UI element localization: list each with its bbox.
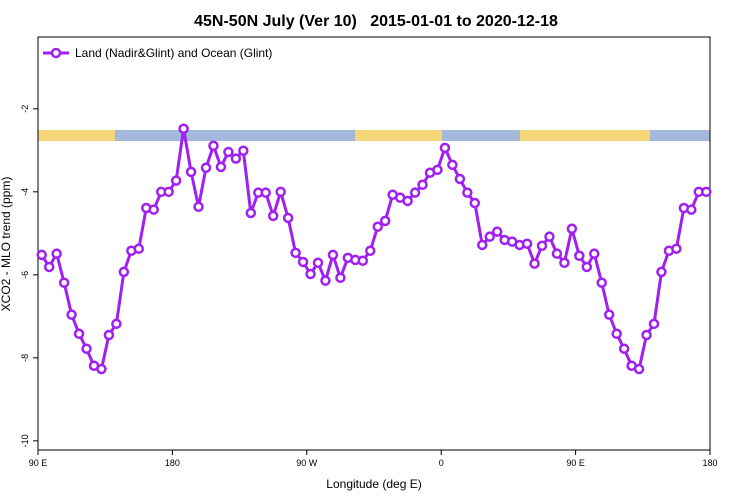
x-tick-label: 90 W (296, 458, 318, 468)
data-point (208, 140, 219, 151)
data-point (417, 179, 428, 191)
data-point (305, 268, 316, 280)
data-point (320, 275, 331, 286)
x-tick-label: 90 E (29, 458, 48, 468)
data-point (447, 159, 458, 171)
data-point (536, 240, 548, 252)
legend-label: Land (Nadir&Glint) and Ocean (Glint) (75, 46, 272, 60)
data-point (163, 186, 174, 198)
data-point (686, 204, 697, 215)
data-point (618, 343, 630, 354)
data-point (462, 187, 473, 198)
data-point (544, 231, 555, 242)
y-axis-label: XCO2 - MLO trend (ppm) (0, 177, 13, 312)
data-point (671, 243, 682, 254)
data-point (357, 255, 369, 266)
data-point (118, 266, 130, 278)
data-point (409, 187, 421, 198)
data-point (36, 249, 47, 261)
x-tick-label: 90 E (566, 458, 585, 468)
data-point (133, 243, 145, 254)
data-point (43, 261, 55, 273)
plot-frame (37, 36, 711, 451)
data-point (327, 249, 339, 261)
data-point (477, 239, 488, 251)
data-point (275, 186, 286, 198)
data-point (551, 248, 563, 259)
data-point (58, 277, 70, 288)
data-point (701, 186, 712, 198)
data-point (596, 277, 607, 288)
data-point (111, 318, 122, 330)
data-point (170, 175, 182, 186)
y-tick-label: -10 (20, 434, 30, 447)
data-point (529, 258, 540, 269)
y-tick-label: -8 (20, 354, 30, 362)
data-point (365, 245, 376, 257)
y-tick-label: -6 (20, 271, 30, 279)
data-point (566, 223, 578, 235)
data-point (521, 238, 533, 249)
x-tick-label: 180 (165, 458, 180, 468)
x-axis-label: Longitude (deg E) (326, 477, 421, 491)
data-point (633, 363, 645, 375)
data-point (603, 309, 615, 320)
data-point (260, 187, 271, 198)
data-point (379, 215, 391, 227)
data-point (238, 145, 249, 156)
data-point (245, 207, 257, 219)
y-tick-label: -2 (20, 105, 30, 113)
data-point (148, 204, 159, 215)
data-point (215, 161, 227, 173)
data-point (51, 248, 62, 259)
data-point (491, 226, 503, 237)
x-tick-label: 180 (702, 458, 717, 468)
data-point (193, 201, 204, 213)
data-point (81, 343, 92, 354)
data-point (372, 221, 383, 232)
data-point (267, 210, 279, 222)
data-point (559, 257, 570, 269)
data-point (66, 309, 77, 320)
data-point (439, 142, 451, 154)
data-point (96, 363, 107, 375)
data-point (641, 329, 652, 341)
data-point (230, 153, 242, 164)
chart-title: 45N-50N July (Ver 10) 2015-01-01 to 2020… (194, 13, 558, 30)
data-point (581, 261, 593, 273)
x-tick-label: 0 (439, 458, 444, 468)
data-point (282, 212, 294, 224)
data-point (312, 257, 324, 269)
data-point (611, 328, 622, 340)
land-ocean-strip (38, 130, 710, 141)
data-point (185, 166, 197, 178)
data-point (200, 162, 212, 173)
data-point (432, 164, 443, 176)
data-point (402, 195, 413, 207)
data-point (484, 231, 495, 242)
data-point (589, 248, 600, 259)
data-point (574, 250, 585, 261)
data-point (73, 328, 85, 340)
data-point (648, 318, 660, 330)
data-point (297, 256, 309, 268)
data-point (656, 266, 667, 278)
data-point (103, 329, 115, 341)
y-tick-label: -4 (20, 188, 30, 196)
data-point (223, 146, 234, 158)
data-point (178, 123, 189, 134)
data-point (290, 247, 301, 259)
legend-marker (50, 47, 62, 59)
data-point (335, 272, 346, 283)
data-point (469, 197, 481, 209)
data-point (454, 173, 466, 185)
